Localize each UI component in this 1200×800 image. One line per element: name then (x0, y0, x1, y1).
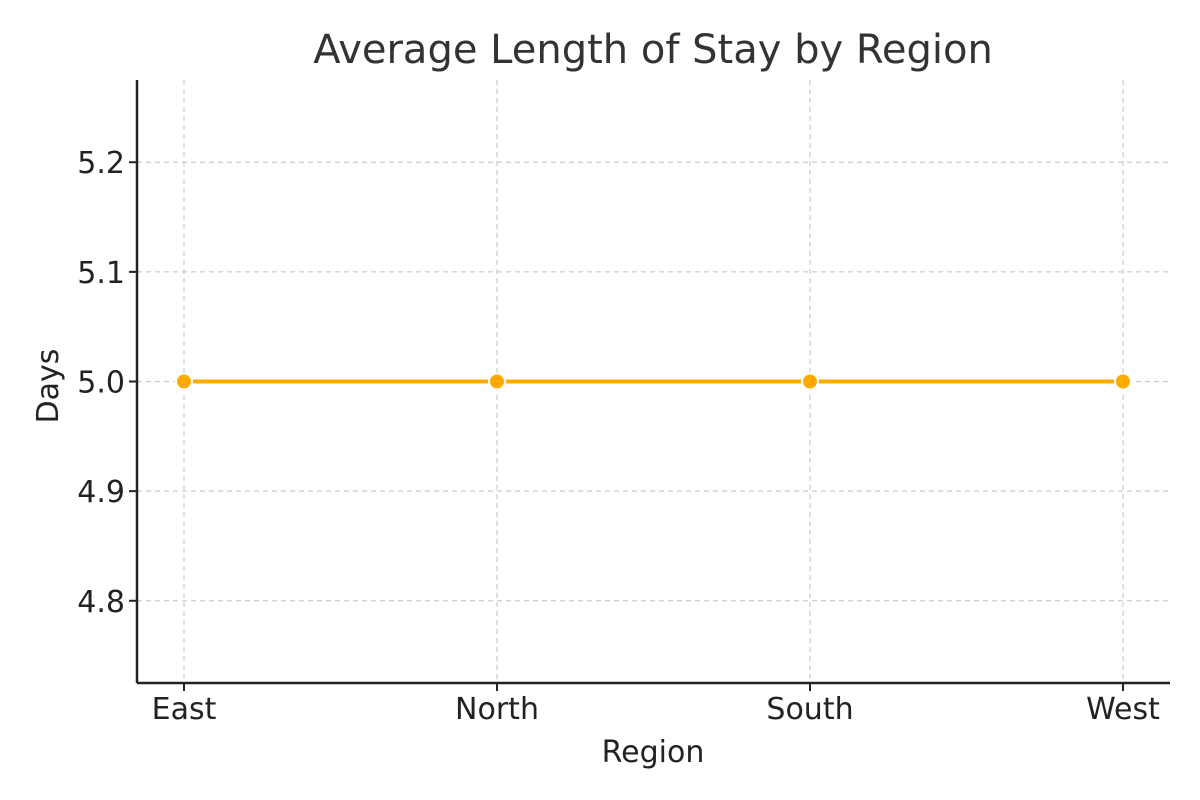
y-axis-ticks: 4.8 4.9 5.0 5.1 5.2 (77, 146, 137, 620)
x-tick-label: South (766, 692, 853, 727)
y-axis-label: Days (31, 349, 66, 424)
data-point (1114, 372, 1132, 391)
x-axis-label: Region (602, 735, 705, 770)
y-tick-label: 4.9 (77, 475, 125, 510)
y-tick-label: 4.8 (77, 585, 125, 620)
data-point (175, 372, 193, 391)
x-tick-label: East (152, 692, 217, 727)
series-layer (175, 372, 1132, 391)
y-tick-label: 5.2 (77, 146, 125, 181)
y-tick-label: 5.1 (77, 256, 125, 291)
x-tick-label: West (1086, 692, 1160, 727)
x-axis-ticks: East North South West (152, 683, 1160, 727)
x-tick-label: North (455, 692, 539, 727)
data-point (488, 372, 506, 391)
y-tick-label: 5.0 (77, 366, 125, 401)
chart-title: Average Length of Stay by Region (313, 27, 993, 73)
data-point (801, 372, 819, 391)
